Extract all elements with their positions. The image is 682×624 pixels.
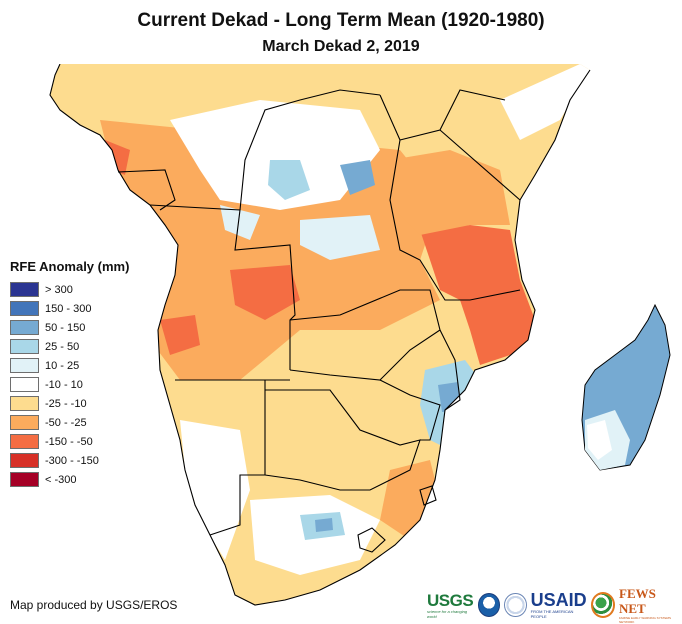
legend-swatch (10, 282, 39, 297)
legend-item: 150 - 300 (10, 299, 129, 318)
border-gabon (117, 169, 176, 211)
legend-swatch (10, 472, 39, 487)
border-uganda-kenya (399, 89, 506, 141)
fews-logo: FEWS NET FAMINE EARLY WARNING SYSTEMS NE… (619, 586, 682, 624)
zone-normal-namibia (180, 420, 250, 560)
legend-label: -300 - -150 (45, 454, 99, 467)
legend-label: 50 - 150 (45, 321, 86, 334)
zone-wet-congo-2 (340, 160, 375, 195)
usgs-logo-text: USGS (427, 590, 474, 610)
legend-label: 25 - 50 (45, 340, 80, 353)
usgs-tagline: science for a changing world (427, 608, 468, 619)
border-namibia-botswana (209, 380, 266, 536)
rainfall-anomaly-map (49, 64, 671, 606)
legend-item: -150 - -50 (10, 432, 129, 451)
noaa-logo-icon (477, 593, 501, 617)
legend-label: 10 - 25 (45, 359, 80, 372)
legend-swatch (10, 377, 39, 392)
border-malawi-mozambique (439, 329, 461, 411)
legend-label: < -300 (45, 473, 77, 486)
credit-text: Map produced by USGS/EROS (10, 598, 178, 612)
border-drc-north (239, 89, 381, 211)
legend-title: RFE Anomaly (mm) (10, 259, 130, 274)
legend-item: -10 - 10 (10, 375, 129, 394)
usaid-seal-icon (504, 593, 527, 617)
zone-moderate-deficit-east (390, 150, 510, 235)
legend-swatch (10, 434, 39, 449)
legend-item: > 300 (10, 280, 129, 299)
border-drc-east-tanzania (379, 94, 521, 301)
legend-swatch (10, 358, 39, 373)
map-subtitle: March Dekad 2, 2019 (262, 38, 420, 55)
fews-logo-text: FEWS NET (619, 586, 656, 616)
legend-item: -50 - -25 (10, 413, 129, 432)
zone-wet-congo-1 (268, 160, 310, 200)
border-eswatini (419, 485, 437, 506)
legend-item: 10 - 25 (10, 356, 129, 375)
legend-swatch (10, 396, 39, 411)
coastline (49, 64, 591, 606)
zone-normal-congo (170, 100, 380, 210)
legend-label: -25 - -10 (45, 397, 87, 410)
legend-label: > 300 (45, 283, 73, 296)
zone-slight-wet (220, 205, 260, 240)
legend-item: < -300 (10, 470, 129, 489)
zone-slight-wet-2 (300, 215, 380, 260)
border-botswana (264, 389, 421, 491)
legend-swatch (10, 453, 39, 468)
legend-item: -25 - -10 (10, 394, 129, 413)
usgs-logo: USGS science for a changing world (427, 592, 474, 619)
legend-item: -300 - -150 (10, 451, 129, 470)
legend: RFE Anomaly (mm) > 300 150 - 300 50 - 150 2… (10, 259, 129, 489)
legend-label: -50 - -25 (45, 416, 87, 429)
border-lesotho (357, 527, 386, 553)
legend-swatch (10, 415, 39, 430)
legend-swatch (10, 320, 39, 335)
fews-globe-icon (590, 592, 615, 618)
zone-strong-deficit-coast (160, 315, 200, 355)
legend-items: > 300 150 - 300 50 - 150 25 - 50 10 - 25 -10 … (10, 280, 129, 489)
zone-strong-deficit-angola (230, 265, 300, 320)
border-kenya-tanzania (439, 129, 521, 201)
legend-label: -150 - -50 (45, 435, 93, 448)
country-borders (49, 64, 591, 606)
zone-normal-somalia (500, 64, 590, 140)
map-title: Current Dekad - Long Term Mean (1920-198… (137, 10, 545, 31)
usaid-tagline: FROM THE AMERICAN PEOPLE (530, 608, 574, 619)
legend-item: 25 - 50 (10, 337, 129, 356)
legend-swatch (10, 339, 39, 354)
legend-item: 50 - 150 (10, 318, 129, 337)
legend-label: -10 - 10 (45, 378, 83, 391)
legend-label: 150 - 300 (45, 302, 92, 315)
usaid-logo-text: USAID (530, 589, 587, 610)
madagascar-normal-zone (587, 420, 612, 460)
legend-swatch (10, 301, 39, 316)
usaid-logo: USAID FROM THE AMERICAN PEOPLE (530, 589, 587, 619)
zone-strong-deficit-tanzania-mozambique (420, 225, 535, 365)
zone-wetter-south-africa (315, 518, 333, 532)
fews-tagline: FAMINE EARLY WARNING SYSTEMS NETWORK (619, 616, 671, 624)
border-zimbabwe (379, 379, 441, 441)
madagascar (581, 303, 671, 471)
logo-bar: USGS science for a changing world USAID … (427, 586, 682, 624)
